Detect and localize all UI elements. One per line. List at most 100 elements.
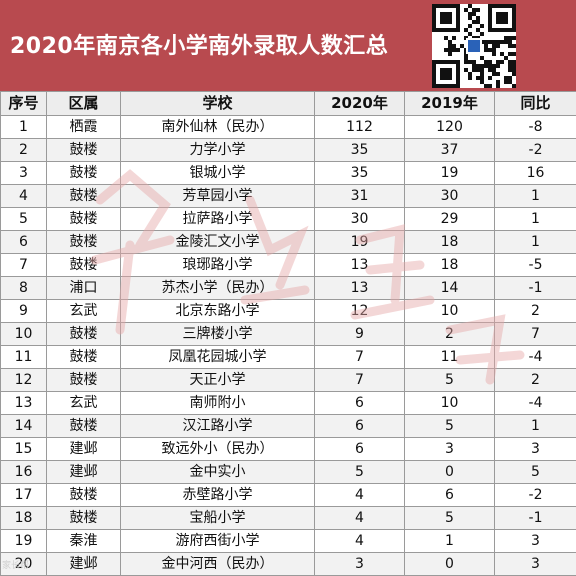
col-2019-cell: 3: [405, 438, 495, 461]
col-index-cell: 12: [1, 369, 47, 392]
col-district-cell: 鼓楼: [47, 185, 121, 208]
col-2020-cell: 5: [315, 461, 405, 484]
col-2019-cell: 10: [405, 300, 495, 323]
col-index-cell: 15: [1, 438, 47, 461]
col-index-cell: 5: [1, 208, 47, 231]
col-2019-cell: 29: [405, 208, 495, 231]
col-2020-cell: 6: [315, 415, 405, 438]
col-school-cell: 力学小学: [121, 139, 315, 162]
col-district-cell: 玄武: [47, 392, 121, 415]
col-school-cell: 琅琊路小学: [121, 254, 315, 277]
col-district-cell: 鼓楼: [47, 346, 121, 369]
col-2020-cell: 7: [315, 346, 405, 369]
header-col-school: 学校: [121, 92, 315, 116]
header-col-index: 序号: [1, 92, 47, 116]
col-district-cell: 浦口: [47, 277, 121, 300]
col-index-cell: 6: [1, 231, 47, 254]
col-2020-cell: 4: [315, 530, 405, 553]
col-index-cell: 11: [1, 346, 47, 369]
col-school-cell: 游府西街小学: [121, 530, 315, 553]
col-school-cell: 金中河西（民办）: [121, 553, 315, 576]
col-school-cell: 北京东路小学: [121, 300, 315, 323]
col-school-cell: 凤凰花园城小学: [121, 346, 315, 369]
col-2019-cell: 5: [405, 415, 495, 438]
col-change-cell: -2: [495, 139, 576, 162]
col-2020-cell: 35: [315, 162, 405, 185]
col-district-cell: 鼓楼: [47, 507, 121, 530]
col-2019-cell: 6: [405, 484, 495, 507]
col-2020-cell: 30: [315, 208, 405, 231]
col-school-cell: 汉江路小学: [121, 415, 315, 438]
col-change-cell: 5: [495, 461, 576, 484]
col-change-cell: -4: [495, 392, 576, 415]
col-change-cell: -5: [495, 254, 576, 277]
col-2020-cell: 19: [315, 231, 405, 254]
header-col-2019: 2019年: [405, 92, 495, 116]
col-index-cell: 4: [1, 185, 47, 208]
col-2019-cell: 1: [405, 530, 495, 553]
col-index-cell: 13: [1, 392, 47, 415]
col-index-cell: 8: [1, 277, 47, 300]
col-change-cell: 1: [495, 208, 576, 231]
col-2019-cell: 14: [405, 277, 495, 300]
col-2019-cell: 5: [405, 369, 495, 392]
col-change-cell: -2: [495, 484, 576, 507]
col-change-cell: -4: [495, 346, 576, 369]
col-school-cell: 银城小学: [121, 162, 315, 185]
col-index-cell: 14: [1, 415, 47, 438]
col-school-cell: 南外仙林（民办）: [121, 116, 315, 139]
col-2019-cell: 18: [405, 254, 495, 277]
col-index-cell: 9: [1, 300, 47, 323]
col-district-cell: 秦淮: [47, 530, 121, 553]
col-district-cell: 鼓楼: [47, 139, 121, 162]
col-2019-cell: 19: [405, 162, 495, 185]
col-district-cell: 建邺: [47, 461, 121, 484]
col-change-cell: 3: [495, 438, 576, 461]
col-2020-cell: 31: [315, 185, 405, 208]
header-col-2020: 2020年: [315, 92, 405, 116]
col-school-cell: 赤壁路小学: [121, 484, 315, 507]
col-school-cell: 芳草园小学: [121, 185, 315, 208]
col-change-cell: 1: [495, 231, 576, 254]
col-change-cell: 2: [495, 300, 576, 323]
col-district-cell: 鼓楼: [47, 369, 121, 392]
col-index-cell: 16: [1, 461, 47, 484]
header-col-change: 同比: [495, 92, 576, 116]
col-2020-cell: 13: [315, 277, 405, 300]
col-district-cell: 鼓楼: [47, 208, 121, 231]
col-2019-cell: 37: [405, 139, 495, 162]
col-change-cell: -1: [495, 277, 576, 300]
col-index-cell: 10: [1, 323, 47, 346]
col-2019-cell: 0: [405, 461, 495, 484]
col-2019-cell: 10: [405, 392, 495, 415]
col-2020-cell: 35: [315, 139, 405, 162]
col-district-cell: 建邺: [47, 553, 121, 576]
col-2020-cell: 6: [315, 392, 405, 415]
col-school-cell: 苏杰小学（民办）: [121, 277, 315, 300]
col-2020-cell: 12: [315, 300, 405, 323]
col-2020-cell: 3: [315, 553, 405, 576]
col-2019-cell: 30: [405, 185, 495, 208]
col-district-cell: 建邺: [47, 438, 121, 461]
col-index-cell: 1: [1, 116, 47, 139]
col-school-cell: 金中实小: [121, 461, 315, 484]
col-district-cell: 栖霞: [47, 116, 121, 139]
col-2019-cell: 11: [405, 346, 495, 369]
title-banner: 2020年南京各小学南外录取人数汇总: [0, 0, 576, 91]
col-district-cell: 鼓楼: [47, 231, 121, 254]
col-change-cell: 1: [495, 185, 576, 208]
